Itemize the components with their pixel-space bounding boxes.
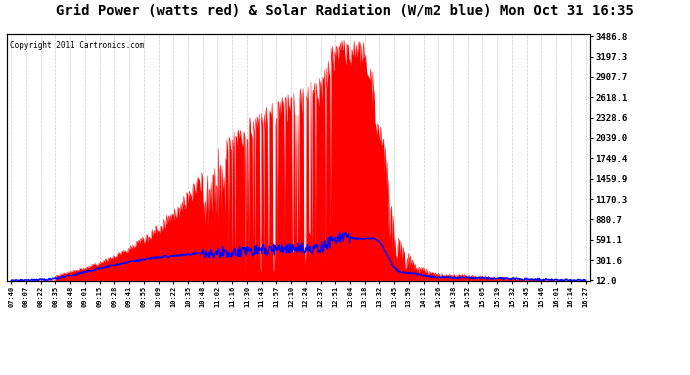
Text: Grid Power (watts red) & Solar Radiation (W/m2 blue) Mon Oct 31 16:35: Grid Power (watts red) & Solar Radiation…: [56, 4, 634, 18]
Text: Copyright 2011 Cartronics.com: Copyright 2011 Cartronics.com: [10, 41, 144, 50]
